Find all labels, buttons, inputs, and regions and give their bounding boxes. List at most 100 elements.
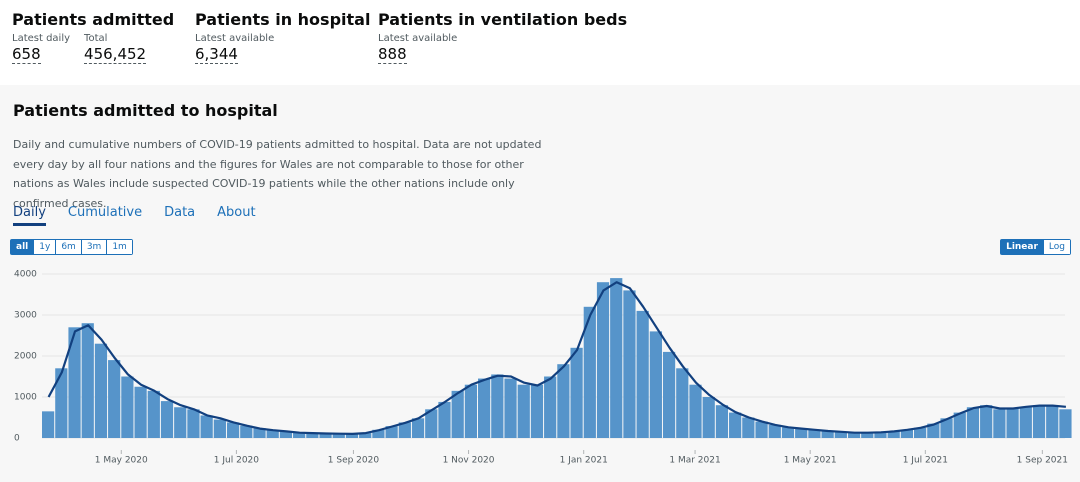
tab[interactable]: Daily	[13, 205, 46, 226]
bar	[570, 347, 583, 438]
y-tick-label: 1000	[14, 393, 37, 403]
bar	[900, 429, 914, 438]
card-title: Patients admitted to hospital	[13, 101, 278, 120]
bar	[359, 433, 372, 438]
bar	[821, 431, 834, 438]
bar	[240, 425, 253, 438]
bar	[213, 419, 226, 438]
bar	[1019, 406, 1032, 438]
bar	[306, 433, 319, 438]
headline-title: Patients in hospital	[195, 10, 371, 29]
bar	[200, 415, 213, 438]
headline: Patients in hospital Latest available 6,3…	[195, 10, 370, 64]
bar	[108, 360, 121, 438]
x-tick-label: 1 May 2020	[95, 456, 148, 466]
bar	[914, 427, 927, 438]
bar	[953, 412, 966, 438]
bar	[319, 433, 332, 438]
bar	[517, 384, 530, 438]
tab[interactable]: Cumulative	[67, 205, 143, 220]
range-button[interactable]: 3m	[81, 240, 108, 254]
scale-buttons: Linear Log	[1000, 239, 1071, 255]
bar	[81, 323, 94, 438]
metric-value[interactable]: 6,344	[195, 45, 238, 64]
x-tick-label: 1 Jan 2021	[560, 456, 608, 466]
bar	[544, 376, 557, 438]
bar	[927, 423, 940, 438]
bar	[966, 407, 980, 438]
bar	[345, 433, 359, 438]
bar	[729, 412, 742, 438]
bar	[795, 428, 808, 438]
bar	[451, 390, 464, 438]
bar	[847, 432, 861, 438]
bar	[279, 431, 293, 438]
bar	[887, 431, 900, 438]
scale-button[interactable]: Log	[1043, 240, 1070, 254]
bar	[689, 384, 702, 438]
y-tick-label: 4000	[14, 270, 37, 280]
bar	[755, 421, 768, 438]
tabs: Daily Cumulative Data About	[13, 205, 256, 226]
tab[interactable]: About	[217, 205, 256, 220]
headline-title: Patients in ventilation beds	[378, 10, 628, 29]
bar	[583, 306, 596, 438]
bar	[42, 411, 55, 438]
bar	[160, 401, 174, 438]
metric-label: Total	[84, 33, 108, 44]
card-description: Daily and cumulative numbers of COVID-19…	[13, 138, 542, 210]
bar	[702, 397, 715, 438]
bar	[1046, 406, 1059, 438]
bar	[596, 282, 610, 438]
bar	[1059, 409, 1072, 438]
bar	[94, 343, 108, 438]
bar	[610, 278, 623, 438]
x-tick-label: 1 Sep 2020	[328, 456, 380, 466]
range-button[interactable]: 6m	[56, 240, 82, 254]
metric-value[interactable]: 456,452	[84, 45, 147, 64]
headline: Patients admitted Latest daily 658 Total 4…	[12, 10, 174, 64]
bar	[662, 351, 676, 438]
bar	[478, 378, 491, 438]
scale-button[interactable]: Linear	[1001, 240, 1044, 254]
bar	[187, 409, 200, 438]
bar	[861, 432, 874, 438]
bar	[768, 424, 781, 438]
bar	[649, 331, 662, 438]
bar	[253, 428, 266, 438]
range-button[interactable]: 1m	[107, 240, 132, 254]
bar	[504, 378, 517, 438]
bar	[385, 426, 398, 438]
bar	[874, 432, 887, 438]
bar	[121, 376, 134, 438]
metric-value[interactable]: 888	[378, 45, 407, 64]
bar	[530, 384, 544, 438]
y-tick-label: 2000	[14, 352, 37, 362]
bar	[742, 417, 755, 438]
bar	[623, 290, 636, 438]
bar	[464, 384, 478, 438]
metric-label: Latest available	[378, 33, 458, 44]
bar	[147, 390, 160, 438]
bar	[226, 422, 240, 438]
tab[interactable]: Data	[164, 205, 196, 220]
bar	[68, 327, 81, 438]
range-button[interactable]: 1y	[34, 240, 57, 254]
bar	[557, 364, 570, 438]
bar	[715, 405, 729, 438]
chart: 0 1000 2000 3000 4000 1 May 2020 1 Jul 2020 1 S…	[14, 270, 1072, 466]
bar	[834, 431, 847, 438]
x-tick-label: 1 Jul 2020	[214, 456, 259, 466]
bar	[332, 433, 345, 438]
headline-bar: Patients admitted Latest daily 658 Total 4…	[0, 0, 1080, 85]
metric-value[interactable]: 658	[12, 45, 41, 64]
range-button[interactable]: all	[11, 240, 35, 254]
bar	[174, 407, 187, 438]
headline-title: Patients admitted	[12, 10, 175, 29]
bar	[398, 422, 411, 438]
x-tick-label: 1 Mar 2021	[669, 456, 720, 466]
bar	[425, 409, 438, 438]
average-line	[47, 281, 1066, 435]
x-tick-label: 1 Sep 2021	[1017, 456, 1068, 466]
